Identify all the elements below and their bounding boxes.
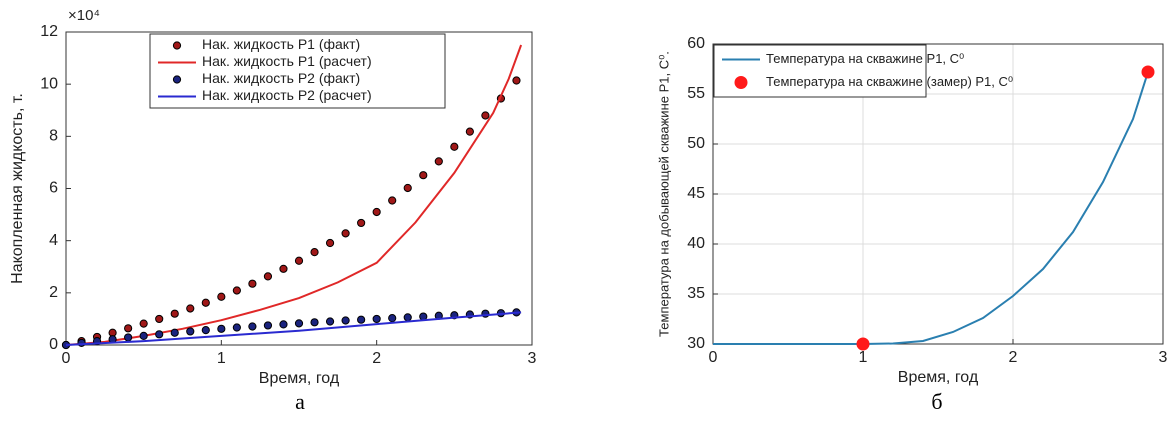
y-tick-label: 4 — [49, 232, 58, 249]
data-point — [388, 314, 397, 323]
data-point — [248, 279, 257, 288]
data-point — [155, 330, 164, 339]
data-point — [481, 111, 490, 120]
data-point — [186, 327, 195, 336]
x-tick-label: 3 — [1159, 349, 1168, 366]
y-tick-label: 8 — [49, 128, 58, 145]
data-point — [294, 256, 304, 265]
y-tick-label: 35 — [687, 285, 705, 302]
y-tick-label: 55 — [687, 85, 705, 102]
x-tick-label: 2 — [372, 350, 381, 367]
data-point — [388, 196, 397, 205]
data-point — [186, 304, 195, 313]
data-point — [310, 248, 319, 257]
x-tick-label: 0 — [709, 349, 718, 366]
plot-frame — [65, 31, 533, 346]
legend-label: Температура на скважине (замер) P1, C⁰ — [766, 74, 1013, 89]
legend-label: Температура на скважине P1, C⁰ — [766, 51, 964, 66]
figure-caption: а — [295, 389, 305, 414]
data-point — [263, 272, 273, 281]
legend-label: Нак. жидкость P2 (факт) — [202, 70, 360, 86]
data-point — [450, 142, 459, 151]
data-point — [248, 322, 257, 331]
x-tick-label: 1 — [217, 350, 226, 367]
y-axis-label: Накопленная жидкость, т. — [9, 93, 26, 284]
data-point — [434, 157, 443, 166]
series-line — [65, 44, 523, 346]
data-point — [139, 319, 148, 328]
data-point — [170, 309, 179, 318]
y-axis-label: Температура на добывающей скважине P1, C… — [656, 51, 671, 337]
data-point — [77, 338, 86, 348]
y-tick-label: 2 — [49, 284, 58, 301]
y-tick-label: 10 — [40, 75, 58, 92]
data-point — [232, 323, 241, 332]
data-point — [403, 313, 412, 322]
data-point — [372, 314, 381, 324]
legend-box — [713, 44, 927, 98]
y-tick-label: 45 — [687, 185, 705, 202]
x-tick-label: 3 — [528, 350, 537, 367]
data-point — [201, 298, 210, 307]
plot-frame — [712, 43, 1164, 345]
x-tick-label: 2 — [1009, 349, 1018, 366]
data-point — [341, 316, 350, 325]
data-point — [325, 238, 335, 248]
data-point — [372, 207, 381, 217]
data-point — [325, 317, 335, 326]
figure-caption: б — [931, 389, 942, 414]
data-point — [465, 127, 474, 136]
data-point — [217, 292, 226, 301]
data-point — [232, 286, 241, 295]
y-tick-label: 0 — [49, 336, 58, 353]
data-point — [263, 321, 273, 330]
y-tick-label: 30 — [687, 335, 705, 352]
data-point — [170, 328, 179, 337]
data-point — [279, 264, 288, 273]
legend-box — [149, 33, 446, 109]
data-point — [294, 319, 304, 328]
y-tick-label: 60 — [687, 35, 705, 52]
legend-label: Нак. жидкость P1 (факт) — [202, 36, 360, 52]
data-point — [357, 315, 366, 324]
x-tick-label: 0 — [62, 350, 71, 367]
data-point — [341, 229, 350, 238]
data-point — [403, 183, 412, 193]
y-tick-label: 40 — [687, 235, 705, 252]
data-point — [201, 326, 210, 335]
data-point — [124, 333, 133, 342]
legend-label: Нак. жидкость P2 (расчет) — [202, 87, 372, 103]
y-tick-label: 12 — [40, 23, 58, 40]
x-tick-label: 1 — [859, 349, 868, 366]
series-line — [65, 311, 522, 346]
data-point — [419, 171, 428, 180]
data-point — [310, 318, 319, 327]
data-point — [856, 337, 870, 351]
x-axis-label: Время, год — [259, 370, 340, 387]
legend-marker — [734, 76, 748, 89]
y-tick-label: 6 — [49, 180, 58, 197]
series-line — [713, 71, 1149, 345]
data-point — [279, 320, 288, 329]
data-point — [1141, 65, 1155, 79]
y-tick-label: 50 — [687, 135, 705, 152]
legend-marker — [172, 41, 182, 50]
data-point — [357, 218, 366, 228]
data-point — [217, 324, 226, 333]
legend-marker — [172, 75, 182, 84]
legend-label: Нак. жидкость P1 (расчет) — [202, 53, 372, 69]
data-point — [139, 331, 148, 340]
data-point — [512, 76, 521, 85]
x-axis-label: Время, год — [898, 369, 979, 386]
axis-exponent: ×10⁴ — [68, 7, 100, 24]
data-point — [124, 324, 133, 333]
data-point — [155, 314, 164, 324]
